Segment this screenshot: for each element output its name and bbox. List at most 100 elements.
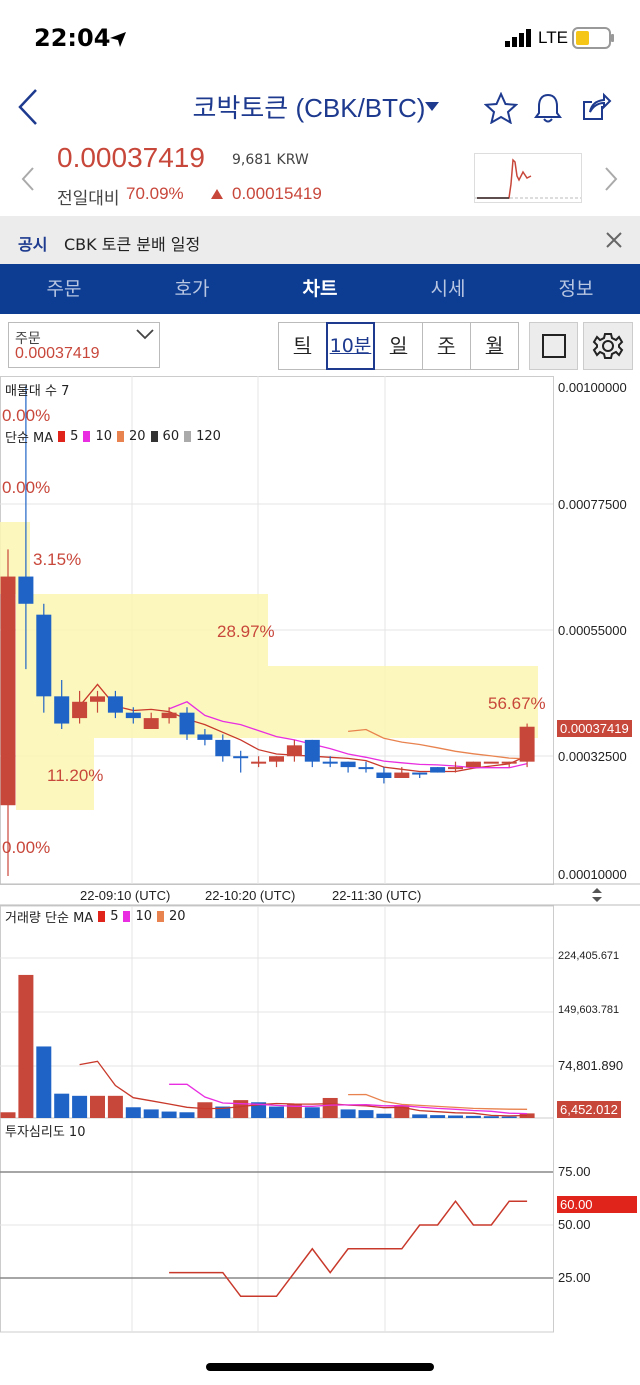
back-icon[interactable] xyxy=(16,88,40,126)
tab-chart[interactable]: 차트 xyxy=(302,278,338,300)
settings-button[interactable] xyxy=(583,322,633,370)
ma120-swatch xyxy=(184,431,192,442)
change-amount: 0.00015419 xyxy=(232,184,322,203)
tab-info[interactable]: 정보 xyxy=(558,278,594,300)
candle-body xyxy=(54,696,70,724)
sentiment-axis-label: 75.00 xyxy=(558,1164,591,1179)
volume-bar xyxy=(358,1110,374,1118)
chevron-down-icon[interactable] xyxy=(424,101,440,113)
order-dropdown[interactable] xyxy=(8,322,160,368)
volume-legend: 거래량 단순 MA 5 10 20 xyxy=(5,907,186,926)
tab-market[interactable]: 시세 xyxy=(430,278,466,300)
candle-body xyxy=(286,745,302,757)
candle-body xyxy=(233,756,249,759)
notice-tag: 공시 xyxy=(18,235,48,254)
tab-orderbook[interactable]: 호가 xyxy=(174,278,210,300)
volume-bar xyxy=(412,1114,428,1118)
volume-bar xyxy=(18,974,34,1118)
tab-order[interactable]: 주문 xyxy=(46,278,82,300)
home-indicator[interactable] xyxy=(206,1363,434,1371)
prev-coin-icon[interactable] xyxy=(20,166,36,192)
volume-bar xyxy=(215,1106,231,1118)
period-month[interactable]: 월 xyxy=(470,322,519,370)
signal-icon xyxy=(505,29,531,47)
profile-pct: 0.00% xyxy=(2,478,51,497)
resize-handle-icon[interactable] xyxy=(590,886,604,904)
up-triangle-icon xyxy=(211,189,223,199)
candle-body xyxy=(519,726,535,762)
ma5-swatch xyxy=(58,431,66,442)
candle-body xyxy=(90,696,105,702)
current-sentiment-tag: 60.00 xyxy=(557,1196,637,1213)
candle-body xyxy=(251,761,267,764)
volume-axis-label: 149,603.781 xyxy=(558,1004,620,1016)
ma-legend: 단순 MA 5 10 20 60 120 xyxy=(5,427,221,446)
profile-pct: 3.15% xyxy=(33,550,82,569)
battery-icon xyxy=(572,27,614,49)
volume-bar xyxy=(0,1112,16,1118)
page-title[interactable]: 코박토큰 (CBK/BTC) xyxy=(192,93,426,123)
ma10-label: 10 xyxy=(95,429,112,444)
price-chart[interactable] xyxy=(0,376,640,1336)
sentiment-axis-label: 25.00 xyxy=(558,1270,591,1285)
candle-body xyxy=(179,712,195,735)
candle-body xyxy=(107,696,123,713)
period-week[interactable]: 주 xyxy=(422,322,471,370)
close-icon[interactable] xyxy=(605,231,623,249)
volume-axis-label: 74,801.890 xyxy=(558,1058,624,1073)
candle-body xyxy=(304,739,320,762)
vma20-swatch xyxy=(157,911,165,922)
candle-body xyxy=(161,712,177,719)
x-axis-label: 22-10:20 (UTC) xyxy=(205,888,296,903)
volume-ma20-line xyxy=(348,1093,528,1110)
volume-ma5-line xyxy=(79,1060,528,1117)
volume-bar xyxy=(430,1115,446,1118)
bell-icon[interactable] xyxy=(532,92,564,124)
candle-body xyxy=(448,767,463,770)
share-icon[interactable] xyxy=(580,92,612,124)
vma10-label: 10 xyxy=(135,909,153,924)
volume-bar xyxy=(483,1116,499,1118)
status-bar: 22:04 LTE xyxy=(0,0,640,70)
volume-bar xyxy=(251,1102,267,1118)
ma60-swatch xyxy=(150,431,158,442)
volume-profile-bar xyxy=(16,738,94,810)
volume-label: 거래량 단순 MA xyxy=(5,911,94,926)
period-selector: 틱 10분 일 주 월 xyxy=(278,322,519,370)
candle-body xyxy=(501,761,517,764)
volume-bar xyxy=(269,1106,284,1118)
candle-body xyxy=(340,761,356,768)
drawing-tool-button[interactable] xyxy=(529,322,578,370)
period-10min[interactable]: 10분 xyxy=(326,322,375,370)
x-axis-label: 22-11:30 (UTC) xyxy=(332,888,422,903)
sparkline[interactable] xyxy=(474,153,582,203)
ma10-line xyxy=(168,701,528,769)
volume-bar xyxy=(179,1112,195,1118)
candle-body xyxy=(215,739,231,757)
candle-body xyxy=(197,734,213,740)
y-axis-label: 0.00010000 xyxy=(558,867,627,882)
candle-body xyxy=(125,712,141,719)
candle-body xyxy=(483,761,499,764)
ma20-label: 20 xyxy=(129,429,146,444)
volume-axis-label: 224,405.671 xyxy=(558,950,620,962)
x-axis-label: 22-09:10 (UTC) xyxy=(80,888,171,903)
volume-bar xyxy=(340,1109,356,1118)
profile-pct: 56.67% xyxy=(488,694,546,713)
star-icon[interactable] xyxy=(484,92,518,124)
square-icon xyxy=(542,334,566,358)
period-day[interactable]: 일 xyxy=(374,322,423,370)
candle-body xyxy=(18,576,34,604)
vma20-label: 20 xyxy=(169,909,186,924)
notice-text[interactable]: CBK 토큰 분배 일정 xyxy=(64,235,201,254)
volume-bar xyxy=(107,1095,123,1118)
volume-bar xyxy=(304,1107,320,1118)
volume-bar xyxy=(125,1107,141,1118)
next-coin-icon[interactable] xyxy=(603,166,619,192)
candle-body xyxy=(0,576,16,806)
ma-legend-label: 단순 MA xyxy=(5,431,54,446)
period-tick[interactable]: 틱 xyxy=(278,322,327,370)
volume-bar xyxy=(448,1115,463,1118)
notice-bar[interactable] xyxy=(0,216,640,264)
ma120-label: 120 xyxy=(196,429,221,444)
